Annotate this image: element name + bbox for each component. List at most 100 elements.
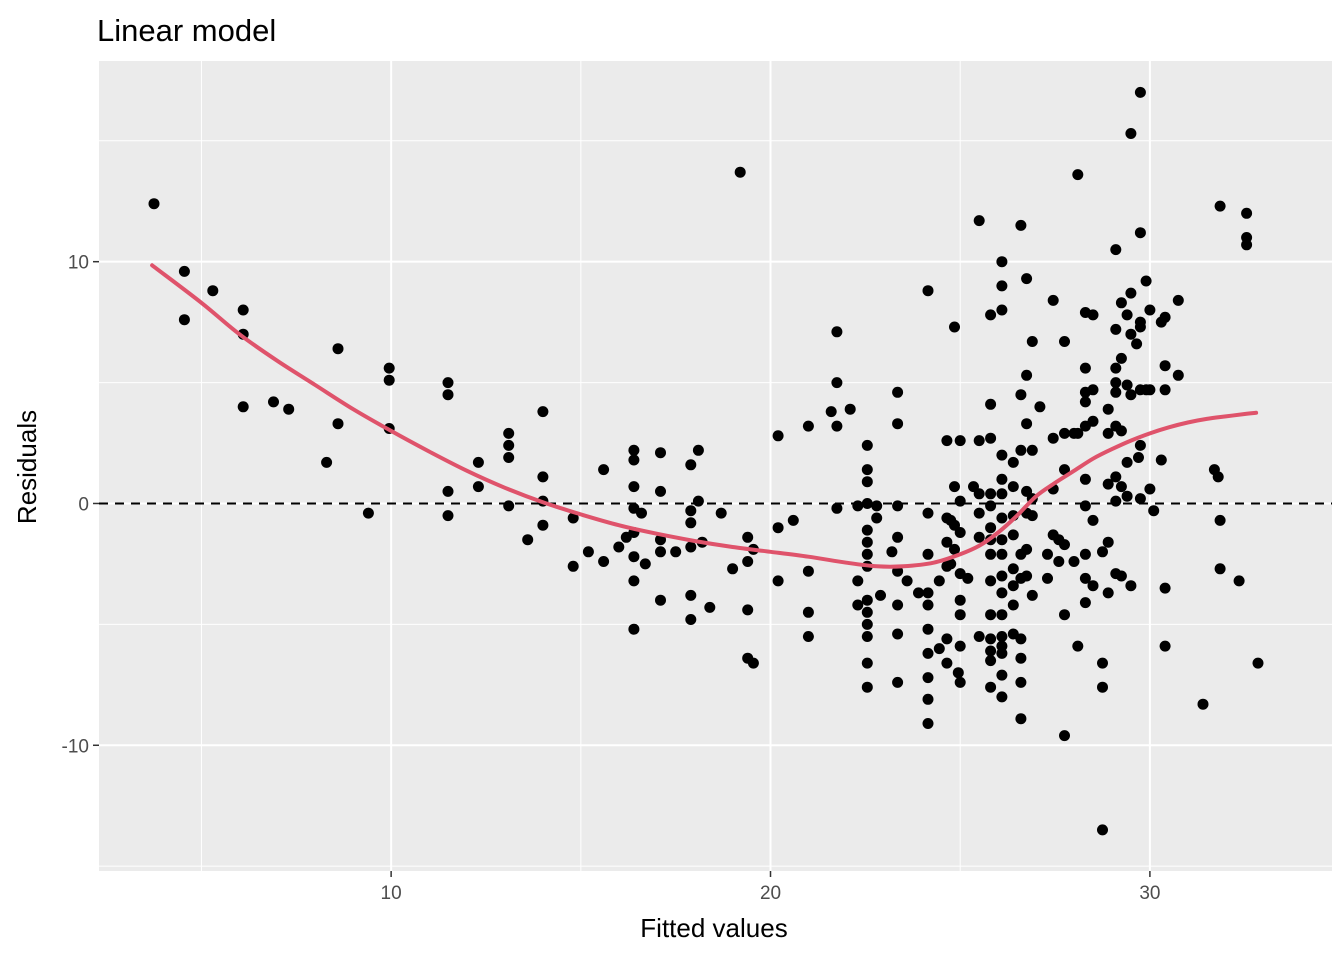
data-point xyxy=(1110,386,1122,398)
data-point xyxy=(522,534,534,546)
data-point xyxy=(861,594,873,606)
data-point xyxy=(922,599,934,611)
data-point xyxy=(1042,572,1053,584)
data-point xyxy=(704,601,716,613)
data-point xyxy=(852,599,864,611)
data-point xyxy=(1097,657,1108,669)
data-point xyxy=(941,536,953,548)
data-point xyxy=(861,548,873,560)
data-point xyxy=(892,531,904,543)
data-point xyxy=(1134,439,1146,451)
data-point xyxy=(1172,369,1184,381)
data-point xyxy=(861,524,873,536)
data-point xyxy=(1079,572,1091,584)
data-point xyxy=(922,623,934,635)
data-point xyxy=(1155,454,1167,466)
data-point xyxy=(1007,580,1019,592)
data-point xyxy=(442,485,454,497)
data-point xyxy=(628,444,640,456)
data-point xyxy=(148,198,160,210)
data-point xyxy=(949,321,960,333)
data-point xyxy=(996,631,1008,642)
data-point xyxy=(1121,490,1133,502)
data-point xyxy=(1159,311,1171,323)
data-point xyxy=(985,655,997,667)
data-point xyxy=(861,536,873,548)
data-point xyxy=(1015,389,1027,401)
data-point xyxy=(1079,473,1091,485)
data-point xyxy=(996,534,1008,546)
data-point xyxy=(954,495,966,507)
data-point xyxy=(1087,580,1099,592)
data-point xyxy=(1072,169,1084,181)
data-point xyxy=(802,420,814,432)
data-point xyxy=(973,488,985,500)
data-point xyxy=(1115,570,1127,582)
data-point xyxy=(1133,452,1144,463)
data-point xyxy=(598,464,610,476)
data-point xyxy=(237,401,249,413)
data-point xyxy=(952,667,964,679)
data-point xyxy=(802,631,814,642)
data-point xyxy=(1214,563,1226,575)
data-point xyxy=(861,631,873,642)
data-point xyxy=(1021,418,1033,430)
data-point xyxy=(1214,200,1226,212)
data-point xyxy=(1172,294,1184,306)
data-point xyxy=(283,403,295,415)
data-point xyxy=(537,519,549,531)
data-point xyxy=(1131,338,1143,350)
data-point xyxy=(685,505,697,517)
data-point xyxy=(1021,273,1033,285)
data-point xyxy=(892,628,904,640)
data-point xyxy=(268,396,279,408)
y-tick-label: 0 xyxy=(78,494,89,515)
data-point xyxy=(1059,427,1070,439)
data-point xyxy=(1134,493,1146,505)
data-point xyxy=(1097,546,1108,558)
data-point xyxy=(1134,227,1146,239)
data-point xyxy=(922,647,934,659)
data-point xyxy=(985,309,997,321)
data-point xyxy=(892,500,904,512)
data-point xyxy=(734,166,746,178)
data-point xyxy=(1026,510,1038,522)
data-point xyxy=(1125,287,1137,299)
data-point xyxy=(871,512,883,524)
data-point xyxy=(861,476,873,488)
data-point xyxy=(1214,514,1226,526)
data-point xyxy=(996,570,1008,582)
data-point xyxy=(1134,321,1146,333)
data-point xyxy=(628,623,640,635)
data-point xyxy=(1144,384,1156,396)
data-point xyxy=(1079,597,1091,609)
data-point xyxy=(973,631,985,642)
data-point xyxy=(985,575,997,587)
data-point xyxy=(985,488,997,500)
data-point xyxy=(383,374,395,386)
data-point xyxy=(742,531,754,543)
data-point xyxy=(996,669,1008,681)
data-point xyxy=(985,522,997,534)
data-point xyxy=(1021,570,1033,582)
data-point xyxy=(742,556,754,567)
data-point xyxy=(802,606,814,618)
data-point xyxy=(503,452,515,463)
data-point xyxy=(1102,587,1114,599)
data-point xyxy=(922,672,934,684)
data-point xyxy=(685,541,697,553)
data-point xyxy=(1015,219,1027,231)
x-tick-label: 10 xyxy=(381,883,402,904)
data-point xyxy=(941,435,953,447)
data-point xyxy=(1134,86,1146,98)
data-point xyxy=(1115,297,1127,309)
data-point xyxy=(1087,514,1099,526)
plot-panel xyxy=(99,61,1332,871)
data-point xyxy=(831,326,843,338)
data-point xyxy=(613,541,625,553)
data-point xyxy=(472,481,484,493)
data-point xyxy=(1007,599,1019,611)
data-point xyxy=(1102,403,1114,415)
data-point xyxy=(1115,481,1127,493)
